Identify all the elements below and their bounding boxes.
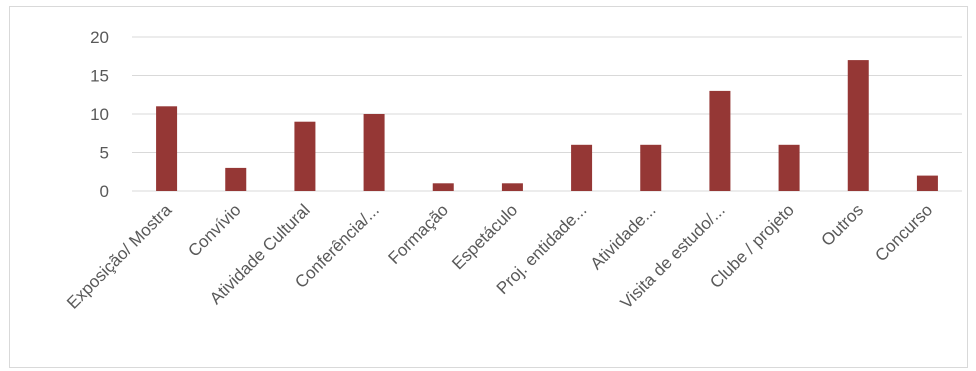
bar — [294, 121, 316, 191]
y-axis-ticks: 0 5 10 15 20 — [90, 28, 109, 201]
x-tick-label: Exposição/ Mostra — [63, 200, 176, 313]
bar — [916, 175, 938, 191]
bars — [156, 60, 938, 191]
bar — [156, 106, 178, 191]
x-tick-label: Convívio — [184, 200, 244, 260]
x-tick-label: Atividade... — [587, 200, 660, 273]
bar — [778, 144, 800, 191]
bar — [847, 60, 869, 191]
y-tick-label: 10 — [90, 105, 109, 124]
x-tick-label: Outros — [818, 200, 868, 250]
y-tick-label: 20 — [90, 28, 109, 47]
bar — [571, 144, 593, 191]
y-tick-label: 0 — [100, 182, 109, 201]
bar — [640, 144, 662, 191]
bar — [363, 114, 385, 191]
bar — [432, 183, 454, 191]
gridlines — [132, 36, 962, 192]
x-tick-label: Formação — [385, 200, 453, 268]
bar — [501, 183, 523, 191]
bar — [225, 167, 247, 191]
y-tick-label: 15 — [90, 67, 109, 86]
y-tick-label: 5 — [100, 144, 109, 163]
x-tick-label: Espetáculo — [448, 200, 521, 273]
bar — [709, 90, 731, 191]
x-tick-label: Concurso — [871, 200, 936, 265]
